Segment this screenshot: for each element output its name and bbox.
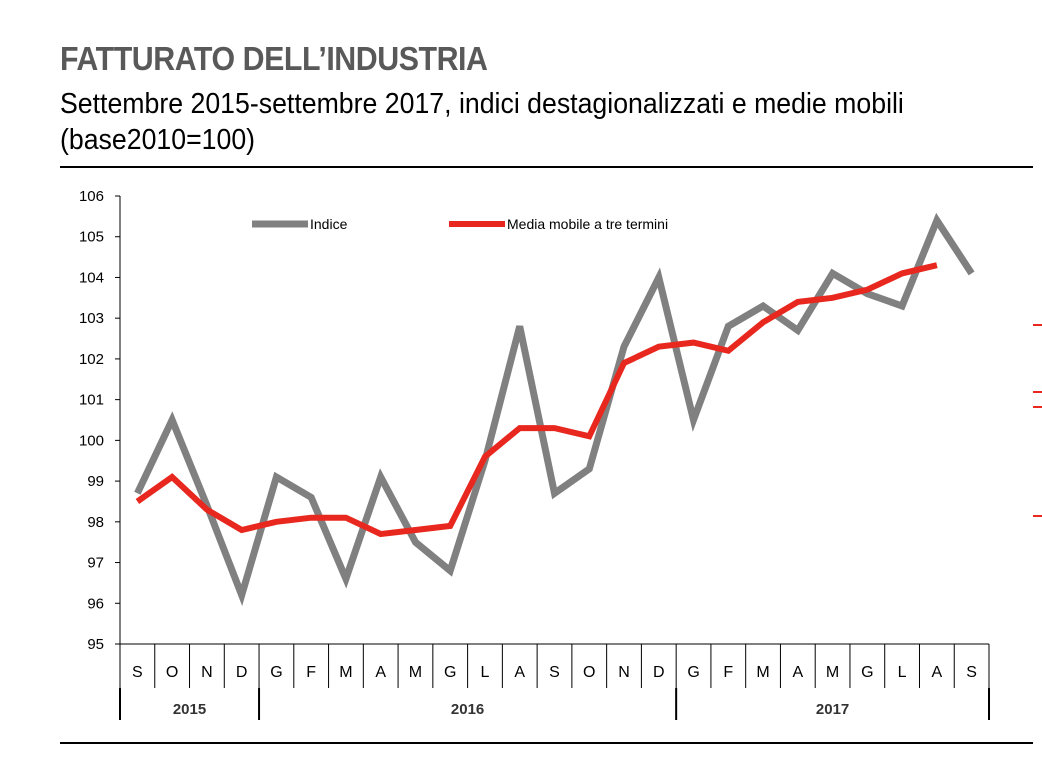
x-tick-label: L xyxy=(898,664,907,681)
y-tick-label: 95 xyxy=(87,636,104,653)
x-tick-label: N xyxy=(618,664,630,681)
x-tick-label: M xyxy=(756,664,769,681)
x-tick-label: D xyxy=(653,664,665,681)
x-tick-label: A xyxy=(375,664,386,681)
x-tick-label: F xyxy=(306,664,316,681)
y-tick-label: 100 xyxy=(79,432,104,449)
y-tick-label: 104 xyxy=(79,269,104,286)
y-tick-label: 101 xyxy=(79,392,104,409)
y-tick-label: 97 xyxy=(87,555,104,572)
x-tick-label: D xyxy=(236,664,248,681)
year-label: 2015 xyxy=(173,701,206,718)
x-tick-label: N xyxy=(201,664,213,681)
x-tick-label: A xyxy=(792,664,803,681)
y-tick-label: 98 xyxy=(87,514,104,531)
y-tick-label: 99 xyxy=(87,473,104,490)
x-tick-label: M xyxy=(826,664,839,681)
x-tick-label: S xyxy=(966,664,977,681)
legend-label: Media mobile a tre termini xyxy=(507,216,668,232)
x-tick-label: S xyxy=(549,664,560,681)
legend-label: Indice xyxy=(310,216,348,232)
chart-series xyxy=(134,212,975,606)
chart-legend: Indice Media mobile a tre termini xyxy=(252,216,668,232)
chart-subtitle: Settembre 2015-settembre 2017, indici de… xyxy=(60,88,904,156)
year-label: 2017 xyxy=(816,701,849,718)
series-line-indice xyxy=(134,212,975,606)
x-tick-label: F xyxy=(723,664,733,681)
top-rule xyxy=(60,166,1033,168)
x-tick-label: G xyxy=(861,664,873,681)
y-tick-label: 103 xyxy=(79,310,104,327)
x-tick-label: M xyxy=(409,664,422,681)
x-tick-label: A xyxy=(514,664,525,681)
x-tick-label: L xyxy=(481,664,490,681)
x-tick-label: G xyxy=(444,664,456,681)
edge-marks xyxy=(1033,324,1042,517)
y-tick-label: 102 xyxy=(79,351,104,368)
x-tick-label: M xyxy=(339,664,352,681)
x-tick-label: G xyxy=(270,664,282,681)
x-tick-label: O xyxy=(166,664,178,681)
y-tick-label: 96 xyxy=(87,595,104,612)
bottom-rule xyxy=(60,742,1033,744)
x-tick-label: S xyxy=(132,664,143,681)
x-tick-label: A xyxy=(932,664,943,681)
y-tick-label: 105 xyxy=(79,229,104,246)
year-label: 2016 xyxy=(451,701,484,718)
series-line-media-mobile xyxy=(135,262,938,538)
chart-title: FATTURATO DELL’INDUSTRIA xyxy=(60,40,488,77)
x-tick-label: O xyxy=(583,664,595,681)
x-tick-label: G xyxy=(687,664,699,681)
y-tick-label: 106 xyxy=(79,188,104,205)
chart-axes: 95 96 97 98 99 100 101 102 103 104 105 106 S O N D G F M A M… xyxy=(79,188,990,720)
